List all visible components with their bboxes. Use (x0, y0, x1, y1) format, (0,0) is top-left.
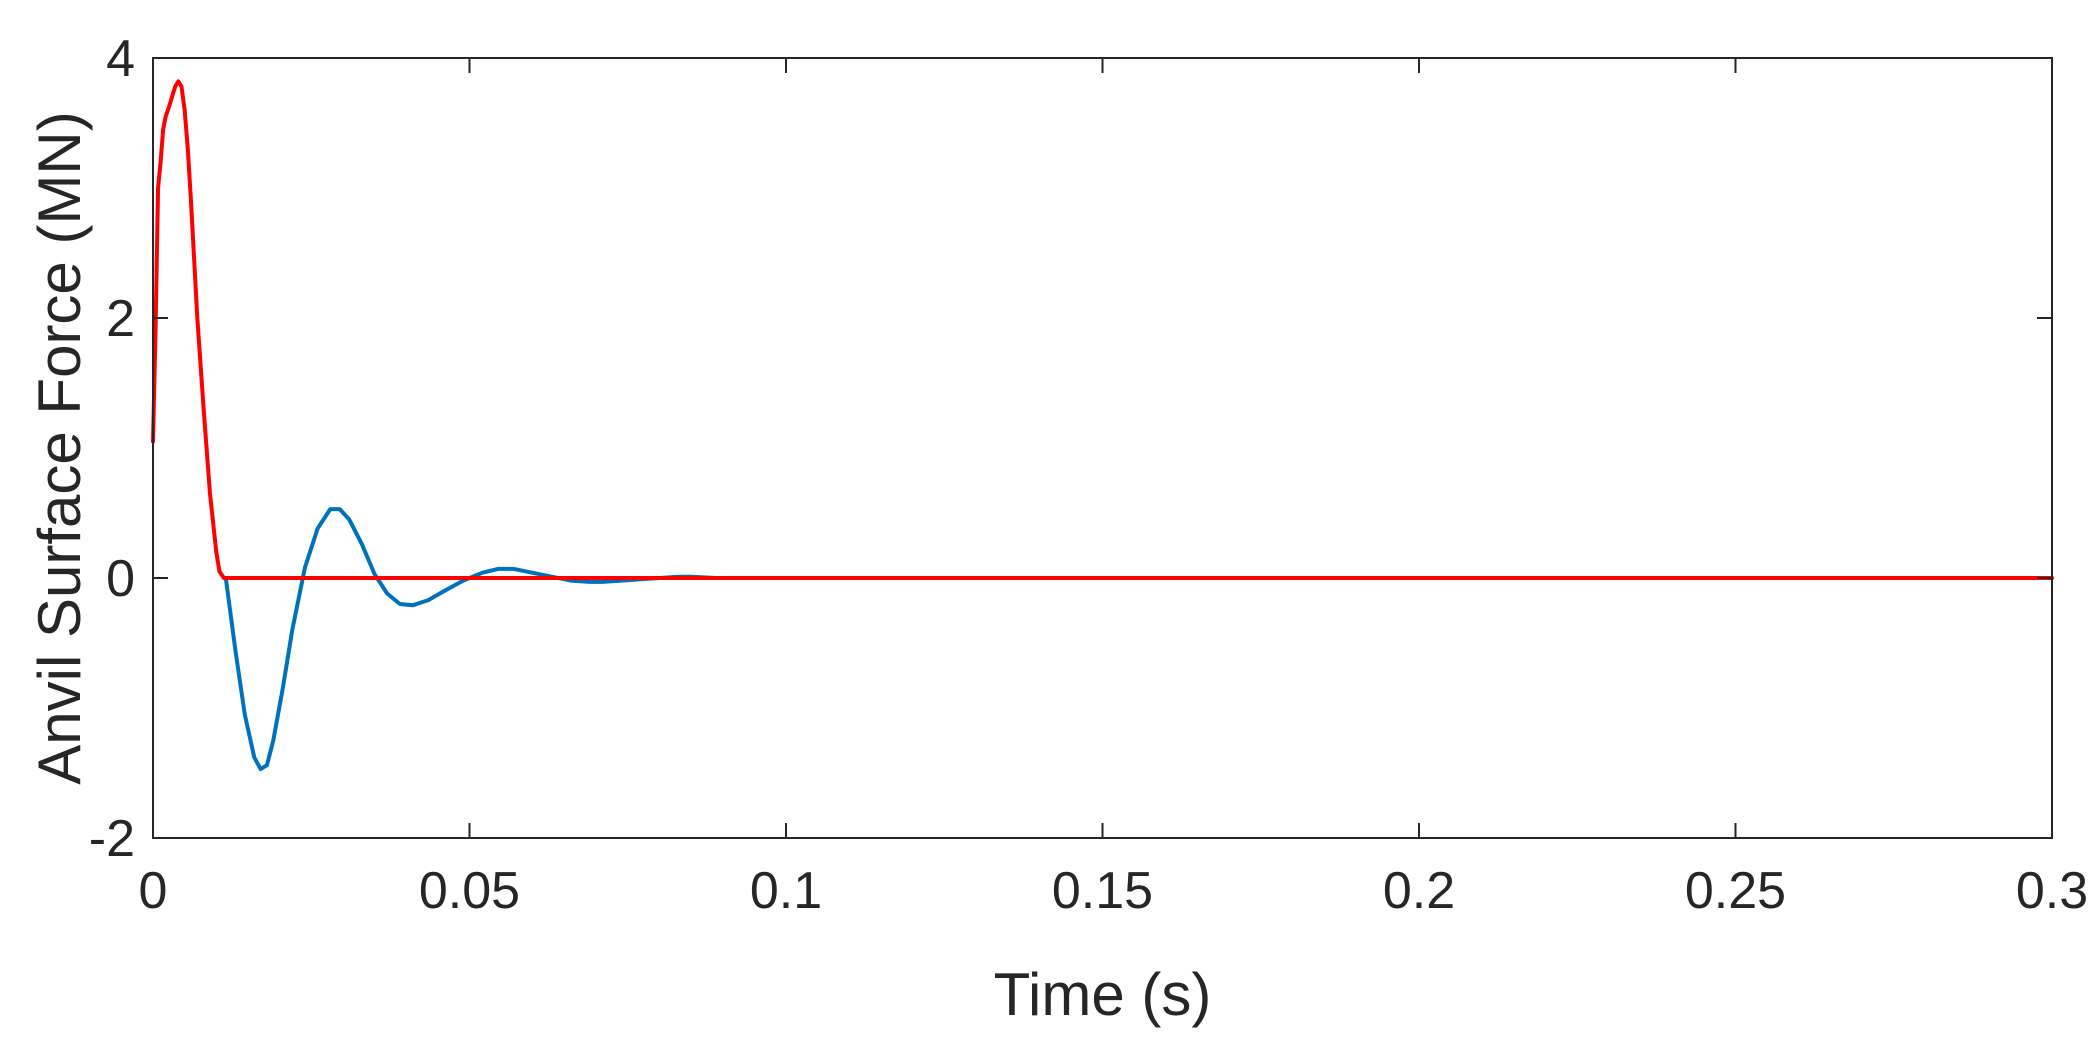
y-tick-label: 2 (106, 290, 135, 348)
plot-area (151, 79, 2054, 772)
x-tick-label: 0.25 (1685, 862, 1786, 920)
x-tick-label: 0.15 (1052, 862, 1153, 920)
x-axis-label: Time (s) (994, 961, 1212, 1028)
x-tick-label: 0.3 (2016, 862, 2088, 920)
y-tick-label: -2 (89, 810, 135, 868)
x-tick-label: 0 (139, 862, 168, 920)
series-line-1 (223, 507, 719, 772)
x-tick-label: 0.05 (419, 862, 520, 920)
series-line-2 (151, 79, 2054, 580)
x-tick-label: 0.1 (750, 862, 822, 920)
y-tick-label: 0 (106, 550, 135, 608)
axes-frame (152, 57, 2053, 839)
y-tick-label: 4 (106, 30, 135, 88)
x-tick-label: 0.2 (1383, 862, 1455, 920)
y-axis-label: Anvil Surface Force (MN) (26, 111, 93, 784)
